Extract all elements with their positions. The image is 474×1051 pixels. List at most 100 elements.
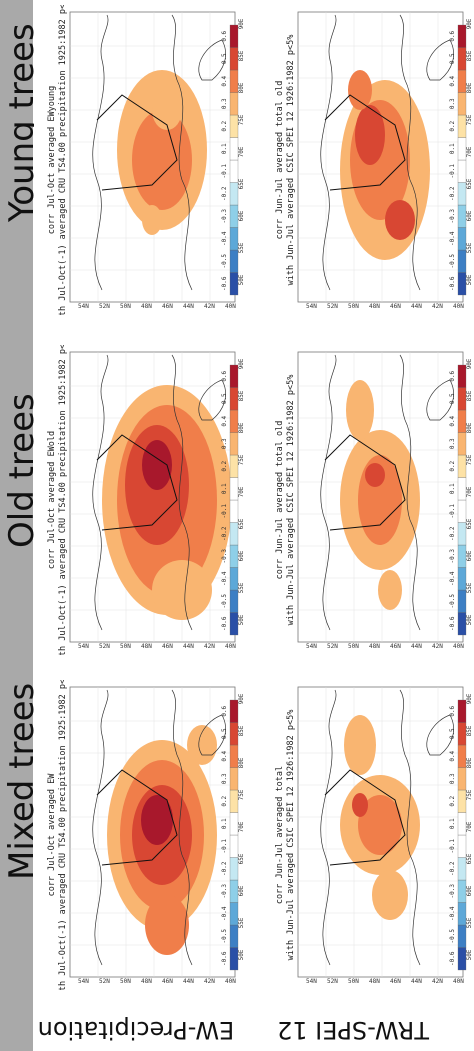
colorbar-tick-label: -0.6 [221, 276, 228, 291]
correlation-patch [141, 795, 173, 845]
lat-tick-label: 46N [162, 978, 173, 985]
map-old-ew: corr Jul-Oct averaged EWold with Jul-Oct(… [47, 345, 244, 655]
panel-young-trw: corr Jun-Jul averaged total old with Jun-… [262, 5, 472, 315]
colorbar-tick-label: 0.4 [221, 750, 228, 761]
colorbar-swatch [457, 699, 467, 723]
colorbar-tick-label: 0.5 [449, 393, 456, 404]
colorbar-tick-label: -0.6 [221, 616, 228, 631]
lon-tick-label: 50E [238, 949, 244, 960]
lat-tick-label: 44N [411, 303, 422, 310]
row-header-ew: EW-Precipitation [37, 1016, 235, 1044]
lon-tick-label: 60E [466, 885, 472, 896]
lat-tick-label: 50N [120, 978, 131, 985]
colorbar-tick-label: -0.1 [449, 839, 456, 854]
colorbar-swatch [229, 567, 239, 591]
colorbar-tick-label: -0.5 [221, 929, 228, 944]
lon-tick-label: 80E [466, 422, 472, 433]
colorbar-swatch [457, 567, 467, 591]
lon-tick-label: 55E [238, 917, 244, 928]
lat-tick-label: 44N [411, 643, 422, 650]
colorbar-tick-label: 0.3 [449, 438, 456, 449]
colorbar-tick-label: -0.4 [221, 231, 228, 246]
colorbar-tick-label: -0.5 [449, 594, 456, 609]
colorbar-tick-label: 0.1 [221, 818, 228, 829]
colorbar-swatch [229, 722, 239, 746]
colorbar-tick-label: 0.2 [221, 460, 228, 471]
lon-tick-label: 60E [238, 550, 244, 561]
lon-tick-label: 80E [466, 757, 472, 768]
lon-tick-label: 75E [466, 114, 472, 125]
lat-tick-label: 50N [348, 303, 359, 310]
colorbar-swatch [229, 114, 239, 138]
colorbar-tick-label: 0.5 [221, 53, 228, 64]
colorbar-swatch [457, 204, 467, 228]
map-mixed-ew: corr Jul-Oct averaged EW with Jul-Oct(-1)… [47, 680, 244, 990]
colorbar-tick-label: -0.4 [449, 231, 456, 246]
colorbar-swatch [229, 699, 239, 723]
lon-tick-label: 80E [238, 757, 244, 768]
lat-tick-label: 48N [369, 978, 380, 985]
lat-tick-label: 46N [390, 978, 401, 985]
colorbar-tick-label: 0.6 [449, 705, 456, 716]
colorbar-tick-label: 0.3 [221, 438, 228, 449]
lat-tick-label: 42N [432, 303, 443, 310]
lon-tick-label: 75E [466, 454, 472, 465]
panel-caption-line1: corr Jun-Jul averaged total [275, 766, 285, 904]
colorbar-swatch [457, 924, 467, 948]
lon-tick-label: 70E [238, 821, 244, 832]
colorbar-tick-label: -0.3 [221, 209, 228, 224]
colorbar-swatch [457, 834, 467, 858]
lat-tick-label: 54N [78, 978, 89, 985]
lat-tick-label: 52N [327, 978, 338, 985]
lat-tick-label: 40N [453, 303, 464, 310]
colorbar-swatch [457, 789, 467, 813]
colorbar-tick-label: 0.6 [221, 30, 228, 41]
colorbar-swatch [457, 92, 467, 116]
lon-tick-label: 50E [238, 614, 244, 625]
lat-tick-label: 40N [225, 303, 236, 310]
colorbar-swatch [229, 137, 239, 161]
lat-tick-label: 42N [204, 978, 215, 985]
colorbar-swatch [229, 182, 239, 206]
correlation-patch [142, 440, 172, 490]
colorbar-tick-label: 0.1 [221, 483, 228, 494]
colorbar-swatch [457, 722, 467, 746]
lat-tick-label: 40N [225, 643, 236, 650]
colorbar-tick-label: 0.1 [449, 483, 456, 494]
correlation-patch [346, 380, 374, 440]
colorbar-tick-label: 0.3 [449, 773, 456, 784]
colorbar-swatch [229, 857, 239, 881]
panel-mixed-trw: corr Jun-Jul averaged total with Jun-Jul … [262, 680, 472, 990]
correlation-patch [378, 570, 402, 610]
map-mixed-trw: corr Jun-Jul averaged total with Jun-Jul … [275, 686, 472, 985]
lat-tick-label: 50N [120, 303, 131, 310]
colorbar-tick-label: 0.3 [449, 98, 456, 109]
colorbar-swatch [457, 879, 467, 903]
colorbar-swatch [457, 227, 467, 251]
panel-caption-line1: corr Jul-Oct averaged EWyoung [47, 86, 57, 234]
colorbar-swatch [457, 477, 467, 501]
colorbar-tick-label: -0.2 [221, 861, 228, 876]
colorbar-tick-label: 0.5 [221, 393, 228, 404]
lon-tick-label: 60E [238, 885, 244, 896]
lon-tick-label: 65E [238, 853, 244, 864]
colorbar-tick-label: 0.6 [449, 370, 456, 381]
lat-tick-label: 48N [141, 978, 152, 985]
lon-tick-label: 80E [238, 422, 244, 433]
lat-tick-label: 42N [204, 643, 215, 650]
lat-tick-label: 40N [225, 978, 236, 985]
panel-caption-line1: corr Jul-Oct averaged EWold [47, 431, 57, 569]
lon-tick-label: 90E [466, 358, 472, 369]
colorbar-tick-label: -0.6 [221, 951, 228, 966]
correlation-patch [385, 200, 415, 240]
lon-tick-label: 85E [466, 50, 472, 61]
lon-tick-label: 85E [466, 725, 472, 736]
colorbar-swatch [457, 182, 467, 206]
panel-caption-line2: with Jun-Jul averaged CSIC SPEI 12 1926:… [286, 375, 296, 626]
correlation-patch [344, 715, 376, 775]
colorbar-swatch [229, 432, 239, 456]
colorbar-tick-label: 0.2 [449, 120, 456, 131]
colorbar-tick-label: -0.2 [221, 186, 228, 201]
colorbar-swatch [229, 204, 239, 228]
